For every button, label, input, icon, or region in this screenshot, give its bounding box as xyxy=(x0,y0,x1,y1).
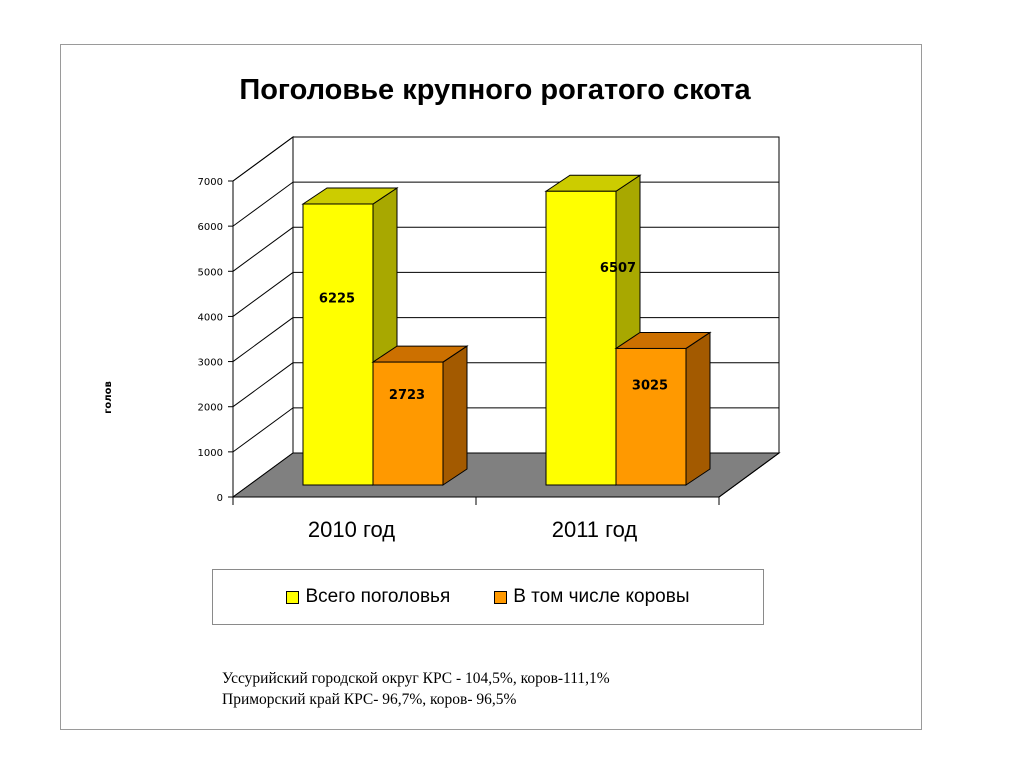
gridline-side xyxy=(232,181,294,227)
gridline-side xyxy=(232,362,294,408)
data-label: 2723 xyxy=(389,388,425,403)
y-tick-label: 5000 xyxy=(198,267,223,278)
gridline-side xyxy=(232,317,294,362)
data-label: 6507 xyxy=(600,261,636,276)
legend-swatch-cows xyxy=(494,590,508,604)
legend-label-cows: В том числе коровы xyxy=(513,586,690,607)
x-category-label: 2010 год xyxy=(308,517,395,542)
floor-edge xyxy=(718,452,780,498)
x-category-label: 2011 год xyxy=(552,517,638,542)
y-tick-label: 7000 xyxy=(198,177,223,188)
legend-item-cows: В том числе коровы xyxy=(494,586,690,608)
gridline-side xyxy=(232,226,294,272)
y-tick-label: 0 xyxy=(217,493,223,504)
gridline-side xyxy=(232,136,294,182)
bar-side-1 xyxy=(685,331,711,486)
legend: Всего поголовья В том числе коровы xyxy=(212,569,764,625)
footnote-line-2: Приморский край КРС- 96,7%, коров- 96,5% xyxy=(222,691,517,708)
y-tick-label: 1000 xyxy=(198,448,223,459)
legend-item-total: Всего поголовья xyxy=(286,586,450,608)
legend-label-total: Всего поголовья xyxy=(305,586,451,607)
data-label: 6225 xyxy=(319,291,355,306)
chart-side-wall xyxy=(232,136,294,498)
footnote: Уссурийский городской округ КРС - 104,5%… xyxy=(222,668,610,710)
data-label: 3025 xyxy=(632,378,668,393)
y-tick-label: 2000 xyxy=(198,403,223,414)
gridline-side xyxy=(232,272,294,317)
bar-1-1 xyxy=(615,347,687,486)
y-tick-label: 6000 xyxy=(198,222,223,233)
bar-side-1 xyxy=(442,345,468,486)
bar-0-1 xyxy=(545,190,617,486)
y-tick-label: 3000 xyxy=(198,358,223,369)
chart-title: Поголовье крупного рогатого скота xyxy=(239,74,751,106)
legend-swatch-total xyxy=(286,590,300,604)
y-tick-label: 4000 xyxy=(198,312,223,323)
footnote-line-1: Уссурийский городской округ КРС - 104,5%… xyxy=(222,670,610,687)
bar-0-0 xyxy=(302,203,374,486)
gridline-side xyxy=(232,407,294,453)
bar-1-0 xyxy=(372,361,444,486)
